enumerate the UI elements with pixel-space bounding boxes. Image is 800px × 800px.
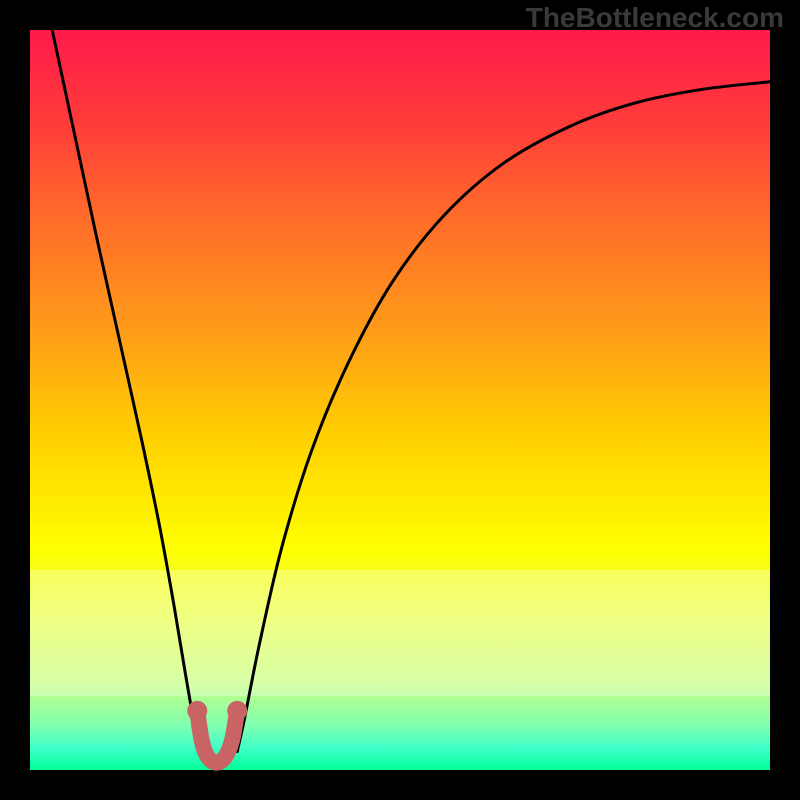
chart-frame: TheBottleneck.com: [0, 0, 800, 800]
curve-right-branch: [237, 82, 770, 752]
bottleneck-curve-svg: [0, 0, 800, 800]
curve-left-branch: [52, 30, 200, 752]
valley-marker-endpoint-0: [187, 701, 207, 721]
valley-marker-endpoint-1: [227, 701, 247, 721]
